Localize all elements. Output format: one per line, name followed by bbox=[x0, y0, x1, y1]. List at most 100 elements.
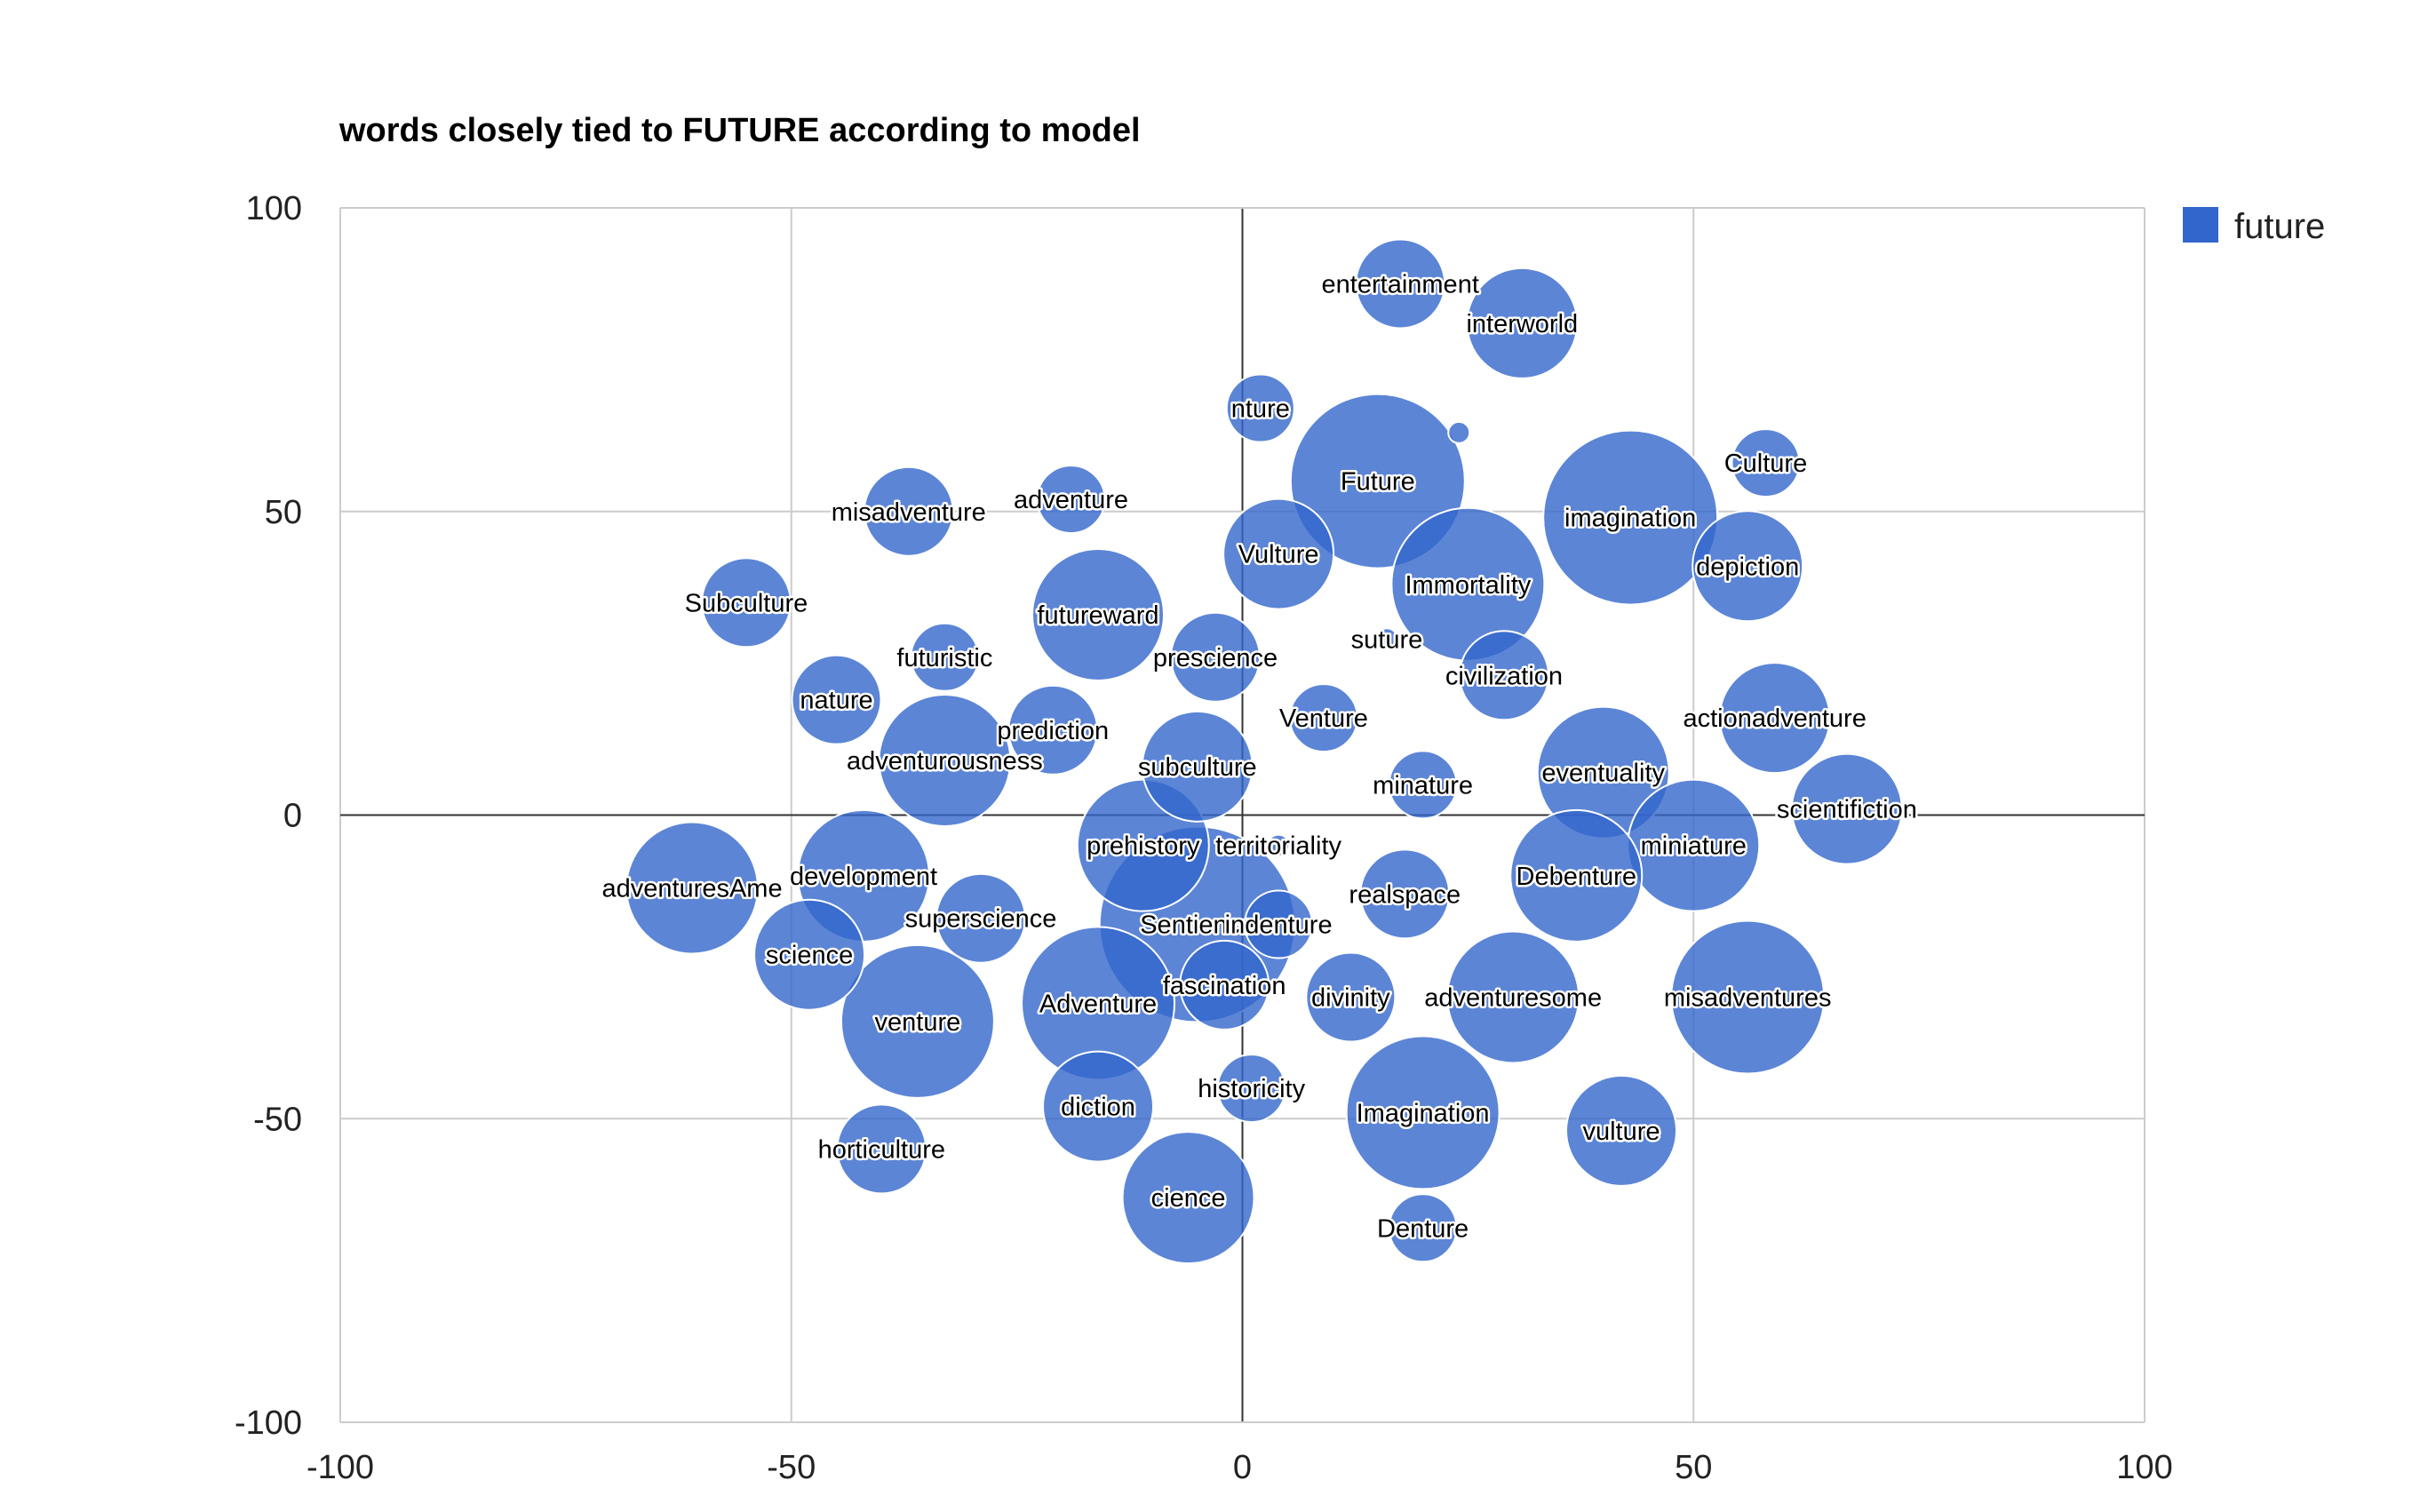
chart-title: words closely tied to FUTURE according t… bbox=[338, 112, 1141, 149]
bubble-label: development bbox=[790, 863, 937, 891]
y-tick-label: 0 bbox=[283, 798, 302, 835]
y-tick-label: 100 bbox=[246, 190, 302, 227]
bubble-point[interactable] bbox=[1374, 627, 1398, 651]
bubble-label: Imagination bbox=[1357, 1099, 1490, 1127]
bubble-point[interactable] bbox=[753, 898, 866, 1011]
bubble-point[interactable] bbox=[1359, 848, 1451, 940]
bubble-point[interactable] bbox=[1446, 930, 1580, 1064]
bubble-label: prehistory bbox=[1087, 832, 1200, 861]
bubble-label: prescience bbox=[1153, 644, 1278, 672]
bubble-label: Venture bbox=[1279, 704, 1368, 733]
bubble-label: minature bbox=[1373, 771, 1473, 800]
bubble-label: Debenture bbox=[1516, 863, 1636, 891]
x-tick-label: 0 bbox=[1233, 1449, 1252, 1486]
bubble-point[interactable] bbox=[1288, 683, 1358, 753]
x-tick-label: -100 bbox=[306, 1449, 374, 1486]
bubble-label: Denture bbox=[1377, 1214, 1469, 1243]
bubble-point[interactable] bbox=[1267, 833, 1291, 857]
bubble-point[interactable] bbox=[1170, 611, 1262, 703]
x-tick-label: 50 bbox=[1675, 1449, 1712, 1486]
y-tick-label: 50 bbox=[265, 494, 302, 531]
bubble-point[interactable] bbox=[840, 943, 995, 1099]
bubble-point[interactable] bbox=[1692, 510, 1804, 623]
bubble-label: vulture bbox=[1582, 1118, 1660, 1146]
bubble-label: eventuality bbox=[1541, 760, 1665, 788]
bubble-point[interactable] bbox=[1466, 267, 1579, 379]
bubble-label: venture bbox=[875, 1008, 961, 1037]
bubble-label: Culture bbox=[1724, 450, 1808, 478]
bubble-point[interactable] bbox=[625, 821, 760, 955]
bubble-point[interactable] bbox=[1042, 1050, 1155, 1163]
bubble-label: Future bbox=[1341, 468, 1415, 497]
bubble-label: civilization bbox=[1445, 662, 1563, 690]
bubble-point[interactable] bbox=[1244, 889, 1314, 959]
bubble-label: historicity bbox=[1198, 1075, 1305, 1103]
bubble-label: misadventure bbox=[832, 498, 986, 527]
bubble-label: actionadventure bbox=[1683, 704, 1866, 733]
bubbles-layer: Sentience Future imagination Immortality mis… bbox=[600, 238, 1919, 1265]
bubble-point[interactable] bbox=[910, 622, 980, 692]
bubble-point[interactable] bbox=[1305, 951, 1397, 1043]
x-tick-label: 100 bbox=[2116, 1449, 2172, 1486]
bubble-label: diction bbox=[1061, 1094, 1135, 1122]
bubble-label: indenture bbox=[1225, 911, 1333, 940]
bubble-point[interactable] bbox=[1790, 752, 1903, 865]
bubble-point[interactable] bbox=[1225, 373, 1295, 443]
bubble-point[interactable] bbox=[863, 466, 954, 557]
bubble-point[interactable] bbox=[1007, 684, 1099, 776]
bubble-point[interactable] bbox=[878, 693, 1012, 827]
bubble-label: nature bbox=[800, 687, 872, 715]
bubble-point[interactable] bbox=[935, 872, 1027, 964]
bubble-point[interactable] bbox=[1355, 238, 1446, 330]
bubble-label: interworld bbox=[1466, 310, 1578, 338]
bubble-point[interactable] bbox=[1731, 428, 1801, 498]
legend[interactable]: future bbox=[2183, 207, 2325, 246]
bubble-point[interactable] bbox=[1670, 919, 1826, 1075]
bubble-label: Vulture bbox=[1238, 541, 1319, 569]
bubble-point[interactable] bbox=[1179, 939, 1270, 1031]
bubble-point[interactable] bbox=[1141, 710, 1254, 823]
y-tick-label: -50 bbox=[253, 1101, 302, 1138]
bubble-label: adventuresome bbox=[1424, 984, 1602, 1013]
bubble-point[interactable] bbox=[1458, 630, 1549, 721]
bubble-point[interactable] bbox=[1718, 662, 1831, 775]
bubble-point[interactable] bbox=[1388, 750, 1458, 820]
bubble-label: futureward bbox=[1038, 601, 1159, 630]
bubble-point[interactable] bbox=[1036, 465, 1106, 535]
bubble-label: fascination bbox=[1163, 972, 1286, 1000]
bubble-label: superscience bbox=[905, 905, 1057, 934]
bubble-point[interactable] bbox=[1447, 420, 1471, 444]
bubble-label: subculture bbox=[1138, 753, 1257, 782]
bubble-label: suture bbox=[1351, 625, 1423, 654]
bubble-point[interactable] bbox=[836, 1103, 927, 1195]
bubble-label: scientifiction bbox=[1777, 796, 1917, 824]
bubble-label: Subculture bbox=[685, 589, 808, 617]
bubble-label: imagination bbox=[1564, 505, 1696, 533]
bubble-label: Immortality bbox=[1405, 571, 1531, 600]
bubble-label: Adventure bbox=[1039, 990, 1157, 1018]
legend-label: future bbox=[2234, 207, 2325, 246]
bubble-point[interactable] bbox=[700, 557, 792, 649]
bubble-label: futuristic bbox=[896, 644, 992, 672]
bubble-point[interactable] bbox=[1216, 1054, 1286, 1124]
bubble-point[interactable] bbox=[1542, 429, 1719, 606]
bubble-label: miniature bbox=[1641, 832, 1747, 861]
bubble-label: divinity bbox=[1311, 984, 1390, 1013]
legend-swatch bbox=[2183, 207, 2218, 243]
bubble-point[interactable] bbox=[1565, 1074, 1678, 1187]
bubble-point[interactable] bbox=[1121, 1131, 1255, 1265]
bubble-label: cience bbox=[1151, 1184, 1226, 1213]
bubble-point[interactable] bbox=[1388, 1193, 1458, 1263]
bubble-label: depiction bbox=[1696, 553, 1799, 581]
axes: -100 -50 0 50 100 100 50 0 -50 -100 bbox=[235, 190, 2173, 1486]
bubble-label: science bbox=[766, 942, 853, 970]
bubble-point[interactable] bbox=[1345, 1035, 1501, 1190]
bubble-point[interactable] bbox=[791, 654, 882, 745]
bubble-label: misadventures bbox=[1664, 984, 1832, 1013]
bubble-point[interactable] bbox=[1031, 547, 1166, 681]
bubble-label: prediction bbox=[997, 717, 1109, 745]
bubble-point[interactable] bbox=[1509, 808, 1644, 943]
bubble-point[interactable] bbox=[1222, 497, 1335, 610]
x-tick-label: -50 bbox=[767, 1449, 816, 1486]
